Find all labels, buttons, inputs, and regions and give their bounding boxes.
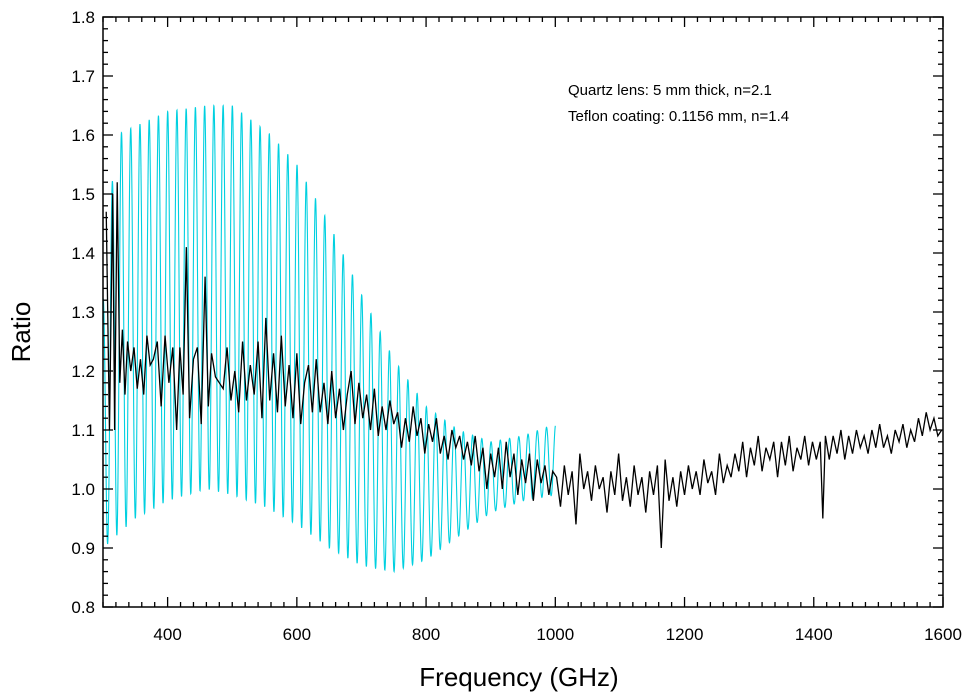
annotation-lens: Quartz lens: 5 mm thick, n=2.1 bbox=[568, 82, 772, 99]
y-tick-label: 0.9 bbox=[71, 539, 95, 558]
y-tick-label: 1.7 bbox=[71, 67, 95, 86]
x-tick-label: 600 bbox=[283, 625, 311, 644]
y-tick-label: 1.6 bbox=[71, 126, 95, 145]
x-axis-label: Frequency (GHz) bbox=[419, 662, 618, 692]
measured-series-line bbox=[105, 182, 943, 549]
x-tick-label: 1000 bbox=[536, 625, 574, 644]
annotation-coating: Teflon coating: 0.1156 mm, n=1.4 bbox=[568, 108, 789, 125]
y-tick-label: 0.8 bbox=[71, 598, 95, 617]
y-tick-label: 1.0 bbox=[71, 480, 95, 499]
x-tick-label: 1600 bbox=[924, 625, 962, 644]
plot-frame bbox=[102, 16, 944, 608]
x-tick-label: 1200 bbox=[666, 625, 704, 644]
x-tick-label: 800 bbox=[412, 625, 440, 644]
y-tick-label: 1.8 bbox=[71, 8, 95, 27]
y-tick-label: 1.3 bbox=[71, 303, 95, 322]
y-tick-label: 1.5 bbox=[71, 185, 95, 204]
model-series-line bbox=[103, 104, 556, 574]
y-tick-label: 1.2 bbox=[71, 362, 95, 381]
y-tick-label: 1.4 bbox=[71, 244, 95, 263]
y-tick-label: 1.1 bbox=[71, 421, 95, 440]
x-tick-label: 1400 bbox=[795, 625, 833, 644]
x-tick-label: 400 bbox=[153, 625, 181, 644]
y-axis-label: Ratio bbox=[6, 302, 36, 363]
